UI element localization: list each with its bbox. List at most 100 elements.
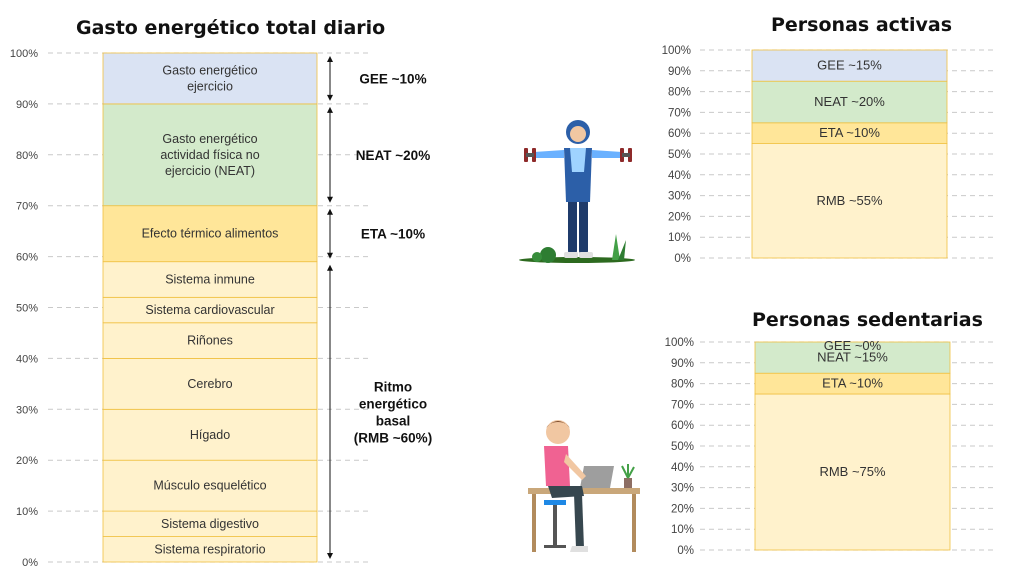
annotation-arrow-head-up <box>327 106 333 113</box>
annotation-arrow-head-down <box>327 252 333 259</box>
total-segment-label: Sistema inmune <box>165 273 255 287</box>
total-bar-segment <box>102 52 318 105</box>
total-bar-segment <box>102 408 318 461</box>
total-ytick-label: 70% <box>16 201 38 213</box>
total-segment-label-line: Riñones <box>187 334 233 348</box>
active-person-illustration <box>519 120 635 263</box>
total-bar-segment <box>102 103 318 207</box>
total-segment-label-line: Cerebro <box>187 377 232 391</box>
total-segment-label-line: Efecto térmico alimentos <box>142 227 279 241</box>
total-bar-segment <box>102 459 318 512</box>
active-ytick-label: 40% <box>668 170 691 182</box>
sedentary-ytick-label: 10% <box>671 524 694 536</box>
sedentary-segment-label-line: ETA ~10% <box>822 376 883 391</box>
annotation-arrow-head-down <box>327 553 333 559</box>
total-segment-label-line: Sistema inmune <box>165 273 255 287</box>
sedentary-segment-label-line: RMB ~75% <box>819 464 886 479</box>
total-segment-label-line: Sistema digestivo <box>161 517 259 531</box>
active-ytick-label: 70% <box>668 107 691 119</box>
total-segment-label: Efecto térmico alimentos <box>142 227 279 241</box>
total-ytick-label: 100% <box>10 48 38 60</box>
active-segment-label: ETA ~10% <box>819 125 880 140</box>
annotation-label: GEE ~10% <box>359 71 426 86</box>
active-segment-label-line: GEE ~15% <box>817 58 882 73</box>
total-ytick-label: 20% <box>16 455 38 467</box>
total-segment-label: Sistema respiratorio <box>154 542 265 556</box>
total-ytick-label: 10% <box>16 506 38 518</box>
sedentary-ytick-label: 100% <box>665 337 694 349</box>
total-segment-label: Cerebro <box>187 377 232 391</box>
total-bar-segment <box>102 261 318 298</box>
total-ytick-label: 50% <box>16 303 38 315</box>
total-bar-segment <box>102 510 318 537</box>
sedentary-segment-label: GEE ~0% <box>824 338 882 353</box>
active-segment-label: GEE ~15% <box>817 58 882 73</box>
total-segment-label-line: Gasto energético <box>162 63 257 77</box>
annotation-arrow-head-up <box>327 56 333 62</box>
active-ytick-label: 20% <box>668 211 691 223</box>
active-segment-label-line: ETA ~10% <box>819 125 880 140</box>
total-segment-label: Gasto energético actividad física no ejerc… <box>160 132 259 178</box>
total-segment-label-line: actividad física no <box>160 148 259 162</box>
active-ytick-label: 100% <box>662 45 691 57</box>
total-segment-label: Músculo esquelético <box>153 479 266 493</box>
total-bar-segment <box>102 357 318 410</box>
sedentary-segment-label: NEAT ~15% <box>817 350 888 365</box>
annotation-label-line: (RMB ~60%) <box>354 430 432 445</box>
total-segment-label-line: Gasto energético <box>162 132 257 146</box>
chart-title-total: Gasto energético total diario <box>76 17 386 39</box>
total-ytick-label: 90% <box>16 99 38 111</box>
annotation-arrow-head-up <box>327 264 333 271</box>
active-segment-label-line: RMB ~55% <box>816 193 883 208</box>
sedentary-ytick-label: 50% <box>671 441 694 453</box>
sedentary-person-illustration <box>528 420 640 552</box>
active-bar-segment <box>751 143 948 259</box>
active-bar-segment <box>751 49 948 82</box>
total-segment-label-line: Hígado <box>190 428 230 442</box>
total-ytick-label: 0% <box>22 557 38 569</box>
sedentary-ytick-label: 20% <box>671 503 694 515</box>
sedentary-segment-label-line: GEE ~0% <box>824 338 882 353</box>
active-ytick-label: 80% <box>668 87 691 99</box>
total-segment-label-line: Sistema cardiovascular <box>145 303 274 317</box>
sedentary-ytick-label: 80% <box>671 379 694 391</box>
active-ytick-label: 50% <box>668 149 691 161</box>
total-segment-label: Hígado <box>190 428 230 442</box>
total-ytick-label: 30% <box>16 404 38 416</box>
annotation-label-line: Ritmo <box>374 379 412 394</box>
sedentary-ytick-label: 90% <box>671 358 694 370</box>
total-segment-label-line: ejercicio (NEAT) <box>165 164 255 178</box>
annotation-arrow-head-down <box>327 94 333 101</box>
annotation-arrow-head-up <box>327 208 333 215</box>
sedentary-segment-label: RMB ~75% <box>819 464 886 479</box>
total-bar-segment <box>102 322 318 359</box>
annotation-label-line: basal <box>376 413 411 428</box>
annotation-label-line: NEAT ~20% <box>356 148 430 163</box>
active-ytick-label: 10% <box>668 232 691 244</box>
active-ytick-label: 0% <box>674 253 691 265</box>
sedentary-ytick-label: 40% <box>671 462 694 474</box>
total-segment-label-line: ejercicio <box>187 79 233 93</box>
annotation-label: ETA ~10% <box>361 227 425 242</box>
total-segment-label-line: Músculo esquelético <box>153 479 266 493</box>
total-ytick-label: 80% <box>16 150 38 162</box>
sedentary-ytick-label: 30% <box>671 483 694 495</box>
active-ytick-label: 90% <box>668 66 691 78</box>
total-segment-label-line: Sistema respiratorio <box>154 542 265 556</box>
total-segment-label: Riñones <box>187 334 233 348</box>
total-bar-segment <box>102 205 318 263</box>
active-ytick-label: 30% <box>668 191 691 203</box>
active-segment-label-line: NEAT ~20% <box>814 94 885 109</box>
total-bar-segment <box>102 536 318 563</box>
annotation-label-line: GEE ~10% <box>359 71 426 86</box>
chart-title-active: Personas activas <box>771 14 953 36</box>
annotation-label: Ritmo energético basal (RMB ~60%) <box>354 379 432 445</box>
total-ytick-label: 40% <box>16 353 38 365</box>
active-ytick-label: 60% <box>668 128 691 140</box>
active-segment-label: RMB ~55% <box>816 193 883 208</box>
total-segment-label: Sistema digestivo <box>161 517 259 531</box>
total-ytick-label: 60% <box>16 252 38 264</box>
sedentary-ytick-label: 70% <box>671 399 694 411</box>
sedentary-ytick-label: 60% <box>671 420 694 432</box>
